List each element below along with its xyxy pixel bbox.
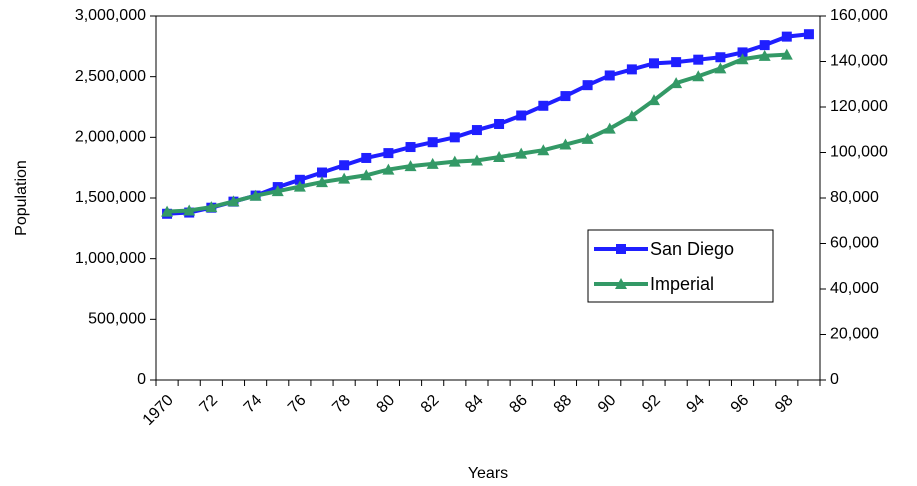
marker	[781, 31, 792, 42]
marker	[714, 62, 727, 74]
y-tick-label: 2,000,000	[75, 129, 146, 146]
marker	[426, 157, 439, 169]
marker	[294, 174, 305, 185]
x-tick-label: 90	[595, 392, 620, 417]
marker	[516, 110, 527, 121]
marker	[471, 125, 482, 136]
y2-tick-label: 20,000	[830, 326, 879, 343]
x-tick-label: 94	[683, 392, 708, 417]
marker	[316, 176, 328, 188]
marker	[293, 180, 306, 192]
marker	[361, 152, 372, 163]
marker	[737, 47, 748, 58]
marker	[603, 122, 616, 134]
legend-box	[587, 229, 774, 303]
x-tick-label: 78	[329, 392, 354, 417]
legend-label: San Diego	[650, 239, 734, 259]
marker	[383, 148, 394, 159]
x-tick-label: 98	[772, 392, 797, 417]
marker	[715, 52, 726, 63]
marker	[382, 163, 395, 175]
marker	[615, 278, 627, 289]
marker	[616, 244, 626, 254]
y2-tick-label: 40,000	[830, 280, 879, 297]
legend-label: Imperial	[650, 274, 714, 294]
marker	[649, 58, 659, 69]
y2-tick-label: 80,000	[830, 189, 879, 206]
marker	[493, 151, 506, 163]
marker	[515, 147, 528, 159]
y-tick-label: 2,500,000	[75, 68, 146, 85]
marker	[648, 94, 660, 106]
x-tick-label: 92	[639, 392, 664, 417]
y-axis-title: Population	[13, 160, 30, 236]
marker	[360, 169, 373, 181]
marker	[736, 53, 749, 65]
marker	[249, 189, 262, 201]
x-tick-label: 74	[241, 392, 266, 417]
marker	[670, 77, 683, 89]
x-tick-label: 82	[418, 392, 443, 417]
y-tick-label: 1,500,000	[75, 189, 146, 206]
marker	[183, 204, 196, 216]
marker	[559, 138, 572, 150]
marker	[404, 160, 417, 172]
x-tick-label: 1970	[140, 392, 177, 429]
marker	[693, 54, 704, 65]
x-axis-title: Years	[468, 465, 508, 482]
y-tick-label: 0	[137, 371, 146, 388]
series-line	[166, 32, 810, 216]
x-tick-label: 96	[728, 392, 753, 417]
marker	[405, 142, 416, 153]
marker	[692, 70, 705, 82]
x-tick-label: 76	[285, 392, 310, 417]
marker	[449, 132, 460, 143]
marker	[581, 132, 594, 144]
marker	[582, 80, 593, 91]
x-tick-label: 84	[462, 392, 487, 417]
marker	[538, 100, 549, 111]
marker	[759, 40, 770, 51]
marker	[427, 137, 438, 148]
marker	[205, 201, 218, 213]
marker	[604, 70, 615, 81]
y-tick-label: 500,000	[88, 311, 146, 328]
marker	[671, 57, 682, 68]
marker	[758, 49, 771, 61]
x-tick-label: 80	[374, 392, 399, 417]
marker	[227, 195, 240, 207]
marker	[494, 118, 505, 129]
marker	[560, 91, 571, 102]
marker	[271, 185, 284, 197]
marker	[470, 154, 483, 166]
marker	[537, 144, 550, 156]
y2-tick-label: 140,000	[830, 53, 888, 70]
marker	[338, 172, 351, 184]
y2-tick-label: 60,000	[830, 235, 879, 252]
marker	[317, 167, 327, 178]
y-tick-label: 3,000,000	[75, 7, 146, 24]
x-tick-label: 86	[506, 392, 531, 417]
x-tick-label: 72	[197, 392, 222, 417]
marker	[339, 160, 350, 171]
y-tick-label: 1,000,000	[75, 250, 146, 267]
x-tick-label: 88	[551, 392, 576, 417]
marker	[780, 48, 793, 60]
marker	[448, 155, 461, 167]
marker	[626, 64, 637, 75]
marker	[625, 110, 638, 122]
marker	[161, 205, 174, 217]
y2-tick-label: 120,000	[830, 98, 888, 115]
marker	[803, 29, 814, 40]
y2-tick-label: 100,000	[830, 144, 888, 161]
y2-tick-label: 160,000	[830, 7, 888, 24]
y2-tick-label: 0	[830, 371, 839, 388]
